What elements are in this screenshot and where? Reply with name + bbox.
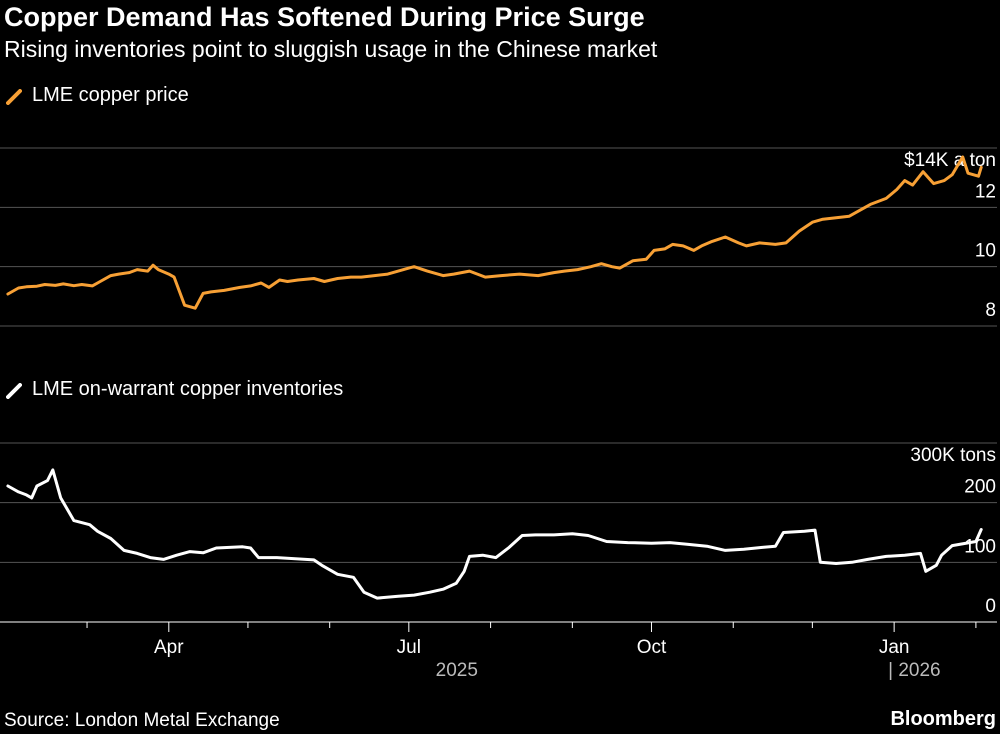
unit-label-1: 300K tons [910,445,996,466]
inventory-legend-label: LME on-warrant copper inventories [32,378,344,400]
y-tick-label-1-1: 200 [964,477,996,498]
price-legend-label: LME copper price [32,84,189,106]
series-line-1-0 [6,468,983,600]
y-tick-label-0-1: 12 [975,181,996,202]
y-tick-label-0-3: 8 [985,300,996,321]
x-tick-label-2: Oct [637,637,667,658]
source-note: Source: London Metal Exchange [4,710,280,731]
x-tick-label-1: Jul [397,637,421,658]
y-tick-label-1-3: 0 [985,596,996,617]
year-label-1: | 2026 [888,660,940,681]
y-tick-label-1-2: 100 [964,536,996,557]
price-legend: LME copper price [6,84,189,107]
inventory-legend: LME on-warrant copper inventories [6,378,343,401]
series-line-0-0 [6,155,983,310]
chart-subtitle: Rising inventories point to sluggish usa… [4,36,658,62]
price-legend-swatch-icon [6,88,22,105]
unit-label-0: $14K a ton [904,150,996,171]
y-tick-label-0-2: 10 [975,241,996,262]
x-tick-label-3: Jan [879,637,910,658]
x-tick-label-0: Apr [154,637,184,658]
brand-logo: Bloomberg [890,708,996,730]
chart-title: Copper Demand Has Softened During Price … [4,2,645,32]
year-label-0: 2025 [436,660,478,681]
inventory-legend-swatch-icon [6,382,22,399]
